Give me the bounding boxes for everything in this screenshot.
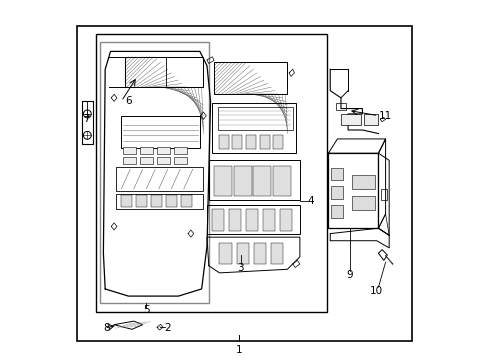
Bar — [206, 205, 299, 234]
Bar — [330, 205, 342, 217]
Bar — [233, 166, 251, 196]
Bar — [166, 195, 177, 207]
Bar — [140, 147, 152, 154]
Bar — [123, 147, 135, 154]
Bar — [219, 243, 231, 264]
Bar — [174, 147, 186, 154]
Text: 7: 7 — [83, 114, 90, 124]
Bar — [351, 196, 374, 210]
Bar — [330, 168, 342, 180]
Bar — [157, 147, 169, 154]
Text: 10: 10 — [369, 286, 383, 296]
Bar — [124, 57, 203, 87]
Bar — [212, 103, 296, 153]
Bar — [116, 167, 203, 191]
Bar — [272, 135, 283, 149]
Bar — [121, 195, 132, 207]
Text: 1: 1 — [235, 345, 242, 355]
Bar — [181, 195, 192, 207]
Bar — [270, 243, 283, 264]
Text: 3: 3 — [237, 262, 244, 273]
Bar — [236, 243, 248, 264]
Bar — [214, 62, 287, 94]
Bar — [100, 42, 208, 303]
Bar — [157, 157, 169, 164]
Bar — [253, 166, 271, 196]
Bar — [330, 186, 342, 199]
Bar — [245, 208, 258, 231]
Bar — [151, 195, 162, 207]
Bar — [253, 243, 266, 264]
Bar — [82, 102, 93, 144]
Bar — [174, 157, 186, 164]
Text: 8: 8 — [103, 323, 110, 333]
Bar — [96, 33, 326, 312]
Bar — [124, 57, 203, 87]
Bar — [77, 26, 411, 341]
Bar — [116, 194, 203, 208]
Bar — [218, 135, 228, 149]
Bar — [136, 195, 147, 207]
Bar — [217, 107, 292, 130]
Bar — [214, 62, 287, 94]
Bar — [229, 208, 241, 231]
Text: 11: 11 — [378, 111, 391, 121]
Bar — [335, 103, 346, 111]
Bar — [328, 153, 378, 228]
Bar — [123, 157, 135, 164]
Bar — [272, 166, 290, 196]
Bar — [208, 160, 299, 200]
Text: 9: 9 — [346, 270, 352, 280]
Bar — [279, 208, 291, 231]
Bar — [121, 116, 200, 148]
Bar — [351, 175, 374, 189]
Bar — [232, 135, 242, 149]
Bar — [212, 208, 224, 231]
Bar — [340, 114, 360, 125]
Bar — [259, 135, 269, 149]
Bar — [380, 189, 386, 200]
Text: 6: 6 — [125, 96, 131, 107]
Text: 4: 4 — [306, 197, 313, 206]
Bar — [140, 157, 152, 164]
Text: 2: 2 — [164, 323, 171, 333]
Text: 5: 5 — [142, 305, 149, 315]
Bar — [262, 208, 274, 231]
Bar — [364, 114, 378, 125]
Bar — [214, 166, 231, 196]
Bar — [245, 135, 255, 149]
